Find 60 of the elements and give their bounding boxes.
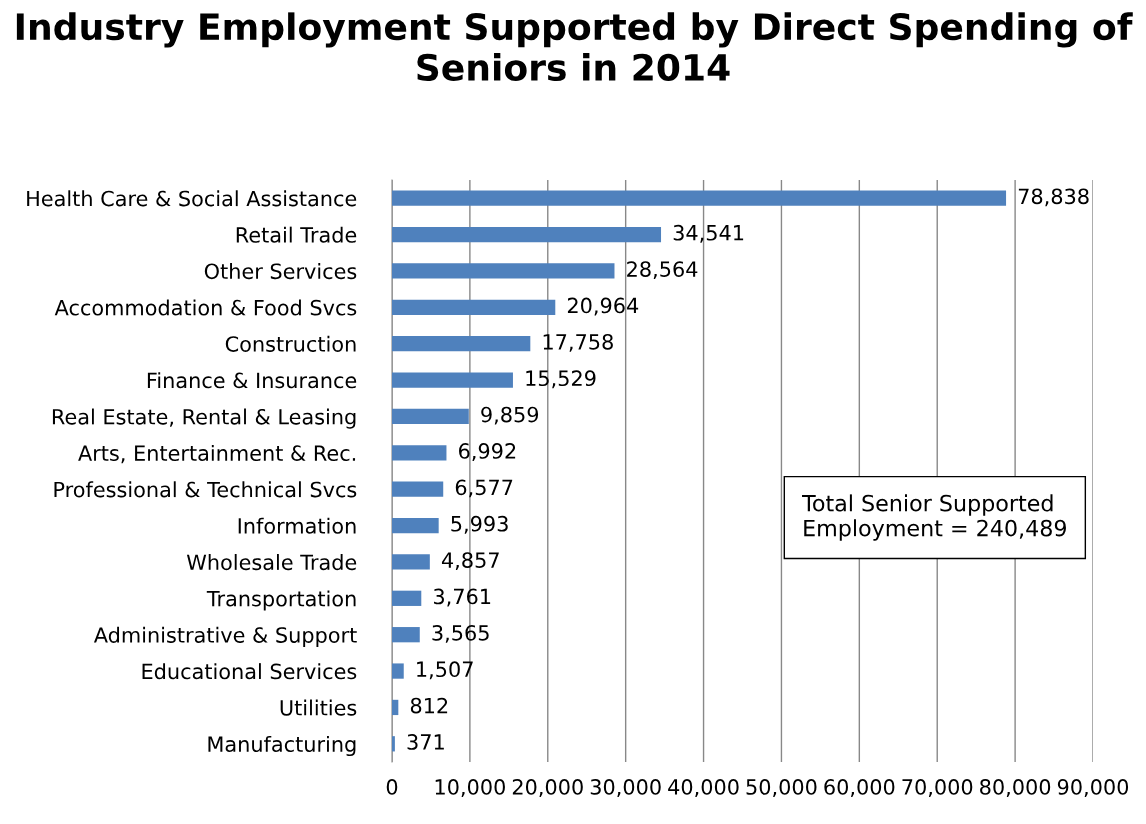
bar — [392, 299, 556, 315]
bar — [392, 627, 420, 643]
data-label: 3,761 — [433, 588, 491, 607]
y-tick-label: Accommodation & Food Svcs — [54, 299, 357, 316]
bar — [392, 736, 395, 752]
x-tick-label: 60,000 — [824, 779, 895, 797]
data-label: 20,964 — [567, 297, 639, 316]
y-tick-label: Administrative & Support — [93, 626, 357, 647]
y-tick-label: Transportation — [206, 590, 356, 611]
y-tick-label: Information — [238, 517, 356, 534]
data-label: 812 — [410, 697, 448, 714]
bar — [392, 699, 399, 716]
x-tick-label: 40,000 — [668, 779, 739, 797]
bar — [392, 190, 1007, 206]
x-tick-label: 90,000 — [1057, 779, 1129, 797]
y-tick-label: Health Care & Social Assistance — [27, 190, 357, 207]
x-tick-label: 0 — [386, 779, 398, 795]
y-tick-label: Arts, Entertainment & Rec. — [78, 444, 356, 464]
data-label: 371 — [407, 734, 444, 750]
bar — [392, 663, 404, 679]
bar — [392, 336, 531, 352]
data-label: 5,993 — [451, 515, 508, 534]
x-tick-label: 10,000 — [435, 779, 505, 797]
data-label: 15,529 — [526, 370, 596, 389]
annotation: Total Senior Supported Employment = 240,489 — [802, 494, 1066, 541]
x-tick-label: 30,000 — [590, 779, 661, 797]
y-tick-label: Construction — [225, 335, 356, 352]
data-label: 78,838 — [1018, 188, 1089, 207]
y-tick-label: Other Services — [204, 263, 357, 280]
data-label: 1,507 — [417, 661, 473, 680]
bar — [392, 408, 469, 425]
data-label: 17,758 — [543, 333, 613, 352]
y-tick-label: Finance & Insurance — [147, 372, 357, 389]
y-tick-label: Educational Services — [142, 663, 357, 680]
y-tick-label: Professional & Technical Svcs — [54, 481, 357, 498]
bar — [392, 445, 447, 461]
x-tick-label: 50,000 — [746, 779, 817, 797]
data-label: 4,857 — [441, 552, 499, 571]
bar — [392, 481, 444, 497]
bar — [392, 517, 439, 534]
y-tick-label: Real Estate, Rental & Leasing — [52, 408, 356, 429]
data-label: 6,577 — [455, 479, 513, 498]
bar — [392, 226, 662, 243]
data-label: 9,859 — [481, 406, 539, 425]
data-label: 3,565 — [432, 624, 489, 643]
x-tick-label: 20,000 — [512, 779, 583, 797]
data-label: 6,992 — [459, 443, 516, 461]
bar — [392, 554, 430, 570]
x-tick-label: 80,000 — [980, 779, 1051, 797]
y-tick-label: Retail Trade — [236, 226, 357, 243]
data-label: 34,541 — [673, 224, 744, 243]
y-tick-label: Wholesale Trade — [186, 554, 357, 571]
bar — [392, 263, 615, 279]
bar — [392, 590, 422, 606]
chart-title: Industry Employment Supported by Direct Spending of Seniors in 2014 — [16, 12, 1133, 82]
data-label: 28,564 — [627, 261, 698, 280]
y-tick-label: Manufacturing — [208, 735, 356, 757]
y-tick-label: Utilities — [280, 699, 357, 716]
x-tick-label: 70,000 — [902, 779, 973, 797]
bar — [392, 372, 513, 388]
